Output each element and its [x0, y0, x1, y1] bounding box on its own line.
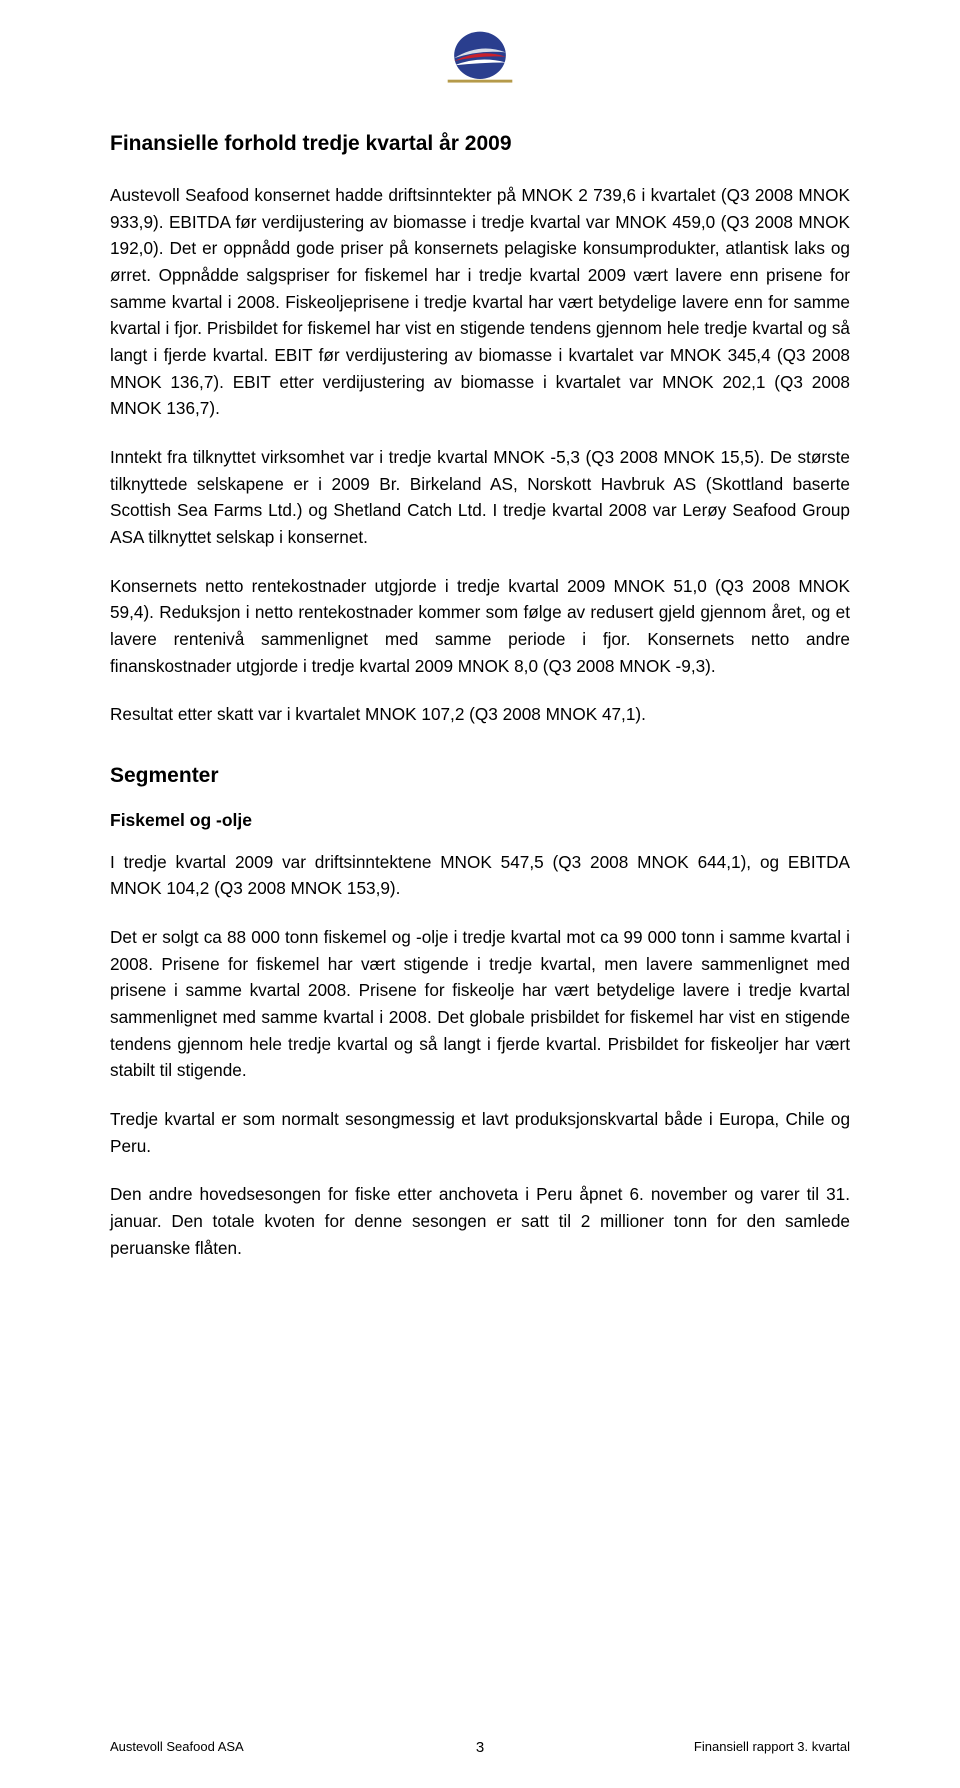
company-logo [110, 28, 850, 84]
body-paragraph: Konsernets netto rentekostnader utgjorde… [110, 573, 850, 680]
footer-company: Austevoll Seafood ASA [110, 1739, 244, 1754]
footer-page-number: 3 [476, 1739, 484, 1756]
footer-report-label: Finansiell rapport 3. kvartal [694, 1739, 850, 1754]
body-paragraph: Det er solgt ca 88 000 tonn fiskemel og … [110, 924, 850, 1084]
body-paragraph: Tredje kvartal er som normalt sesongmess… [110, 1106, 850, 1159]
subsection-heading-fiskemel: Fiskemel og -olje [110, 810, 850, 831]
body-paragraph: I tredje kvartal 2009 var driftsinntekte… [110, 849, 850, 902]
body-paragraph: Inntekt fra tilknyttet virksomhet var i … [110, 444, 850, 551]
section-heading-segmenter: Segmenter [110, 764, 850, 788]
body-paragraph: Austevoll Seafood konsernet hadde drifts… [110, 182, 850, 422]
page-footer: Austevoll Seafood ASA 3 Finansiell rappo… [110, 1739, 850, 1754]
page-heading: Finansielle forhold tredje kvartal år 20… [110, 132, 850, 156]
body-paragraph: Resultat etter skatt var i kvartalet MNO… [110, 701, 850, 728]
body-paragraph: Den andre hovedsesongen for fiske etter … [110, 1181, 850, 1261]
